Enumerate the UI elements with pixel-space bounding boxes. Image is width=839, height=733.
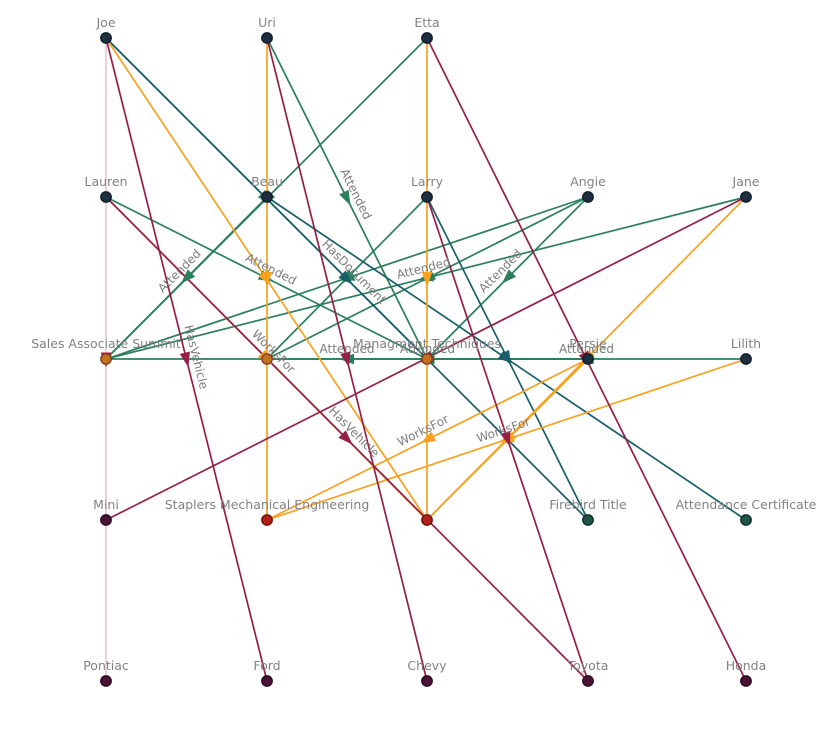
node-label-honda: Honda [726,658,767,673]
node-angie[interactable] [582,191,594,203]
edge-labels-layer: Attended Attended Attended Attended Attended… [155,166,614,460]
node-chevy[interactable] [421,675,433,687]
node-joe[interactable] [100,32,112,44]
node-label-lilith: Lilith [731,336,761,351]
node-label-pontiac: Pontiac [83,658,129,673]
node-label-uri: Uri [258,15,276,30]
arrowhead-beau-sas [180,269,196,284]
node-label-etta: Etta [414,15,439,30]
node-firebird[interactable] [582,514,594,526]
node-labels-layer: Joe Uri Etta Lauren Beau Larry Angie Jane Sales … [31,15,816,673]
node-lilith[interactable] [740,353,752,365]
node-mt[interactable] [421,353,433,365]
arrowhead-joe-firebird [338,270,353,285]
node-label-larry: Larry [411,174,444,189]
node-label-joe: Joe [95,15,115,30]
node-label-ford: Ford [253,658,280,673]
arrowhead-persie-sme [420,431,437,444]
edge-label-angie-mt: Attended [476,247,525,296]
node-label-ac: Attendance Certificate [676,497,817,512]
arrowhead-beau-ac [497,350,514,363]
node-toyota[interactable] [582,675,594,687]
edge-label-lauren-toyota: HasVehicle [326,404,382,460]
node-label-toyota: Toyota [567,658,609,673]
node-sme[interactable] [261,514,273,526]
arrowhead-etta-c2 [421,272,433,287]
arrowhead-uri-chevy [340,351,351,368]
node-ac[interactable] [740,514,752,526]
node-label-mini: Mini [93,497,119,512]
node-e2[interactable] [261,353,273,365]
node-label-firebird: Firebird Title [549,497,627,512]
node-honda[interactable] [740,675,752,687]
node-label-angie: Angie [570,174,606,189]
arrowhead-larry-toyota [500,430,511,447]
node-larry[interactable] [421,191,433,203]
node-uri[interactable] [261,32,273,44]
node-label-jane: Jane [732,174,760,189]
node-lauren[interactable] [100,191,112,203]
edge-label-persie-e2: Attended [400,342,455,356]
node-label-chevy: Chevy [407,658,447,673]
node-persie[interactable] [582,353,594,365]
edge-label-persie-sas: Attended [319,342,374,356]
node-label-sas: Sales Associate Summit [31,336,181,351]
node-label-beau: Beau [251,174,283,189]
arrowhead-joe-c2 [258,270,271,286]
node-sas[interactable] [100,353,112,365]
edge-label-lilith-mt: Attended [559,342,614,356]
node-c2[interactable] [421,514,433,526]
arrowhead-uri-mt [339,189,351,206]
node-beau[interactable] [261,191,273,203]
node-mini[interactable] [100,514,112,526]
node-label-persie: Persie [569,336,607,351]
arrowhead-joe-ford [179,351,190,368]
edge-label-lauren-mt: Attended [243,250,298,287]
node-pontiac[interactable] [100,675,112,687]
node-label-sme: Staplers Mechanical Engineering [165,497,370,512]
arrowhead-lauren-toyota [338,430,353,445]
arrowhead-angie-mt [501,269,517,284]
edge-label-persie-sme: WorksFor [395,412,451,449]
nodes-layer [100,32,752,687]
node-ford[interactable] [261,675,273,687]
node-label-mt: Managment Techniques [353,336,501,351]
node-etta[interactable] [421,32,433,44]
node-label-lauren: Lauren [84,174,127,189]
node-jane[interactable] [740,191,752,203]
